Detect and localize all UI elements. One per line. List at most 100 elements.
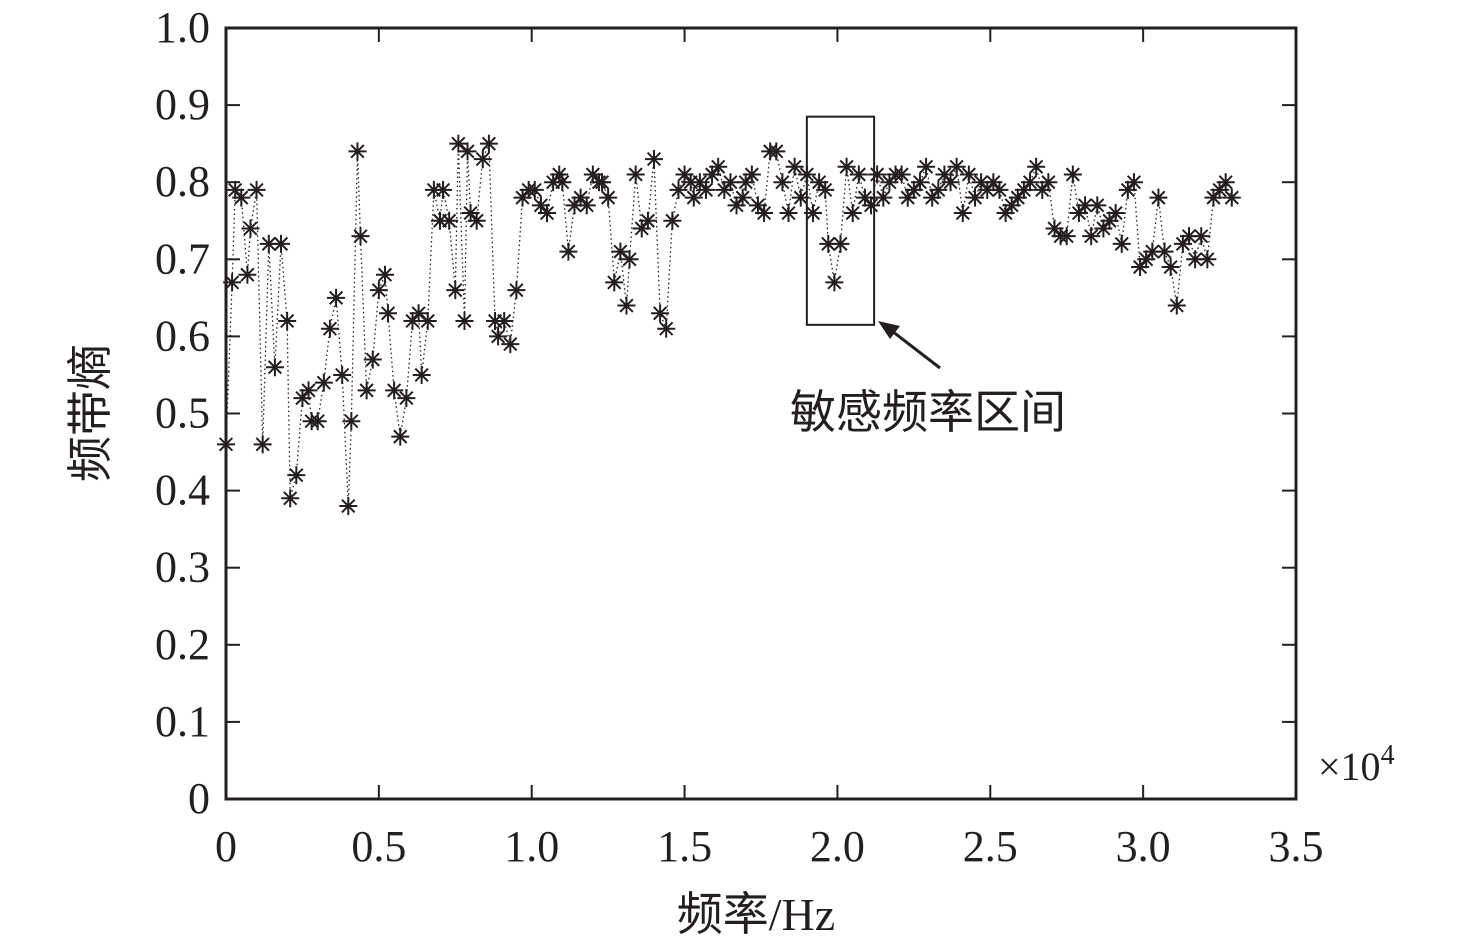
data-point	[507, 281, 526, 300]
data-point	[446, 281, 465, 300]
data-point	[1180, 227, 1198, 246]
data-point	[773, 173, 792, 192]
data-point	[593, 173, 612, 192]
data-point	[550, 165, 569, 184]
data-point	[363, 350, 382, 369]
data-point	[959, 165, 978, 184]
data-point	[348, 142, 367, 161]
data-point	[253, 435, 272, 454]
data-point	[281, 489, 300, 508]
annotation-label: 敏感频率区间	[790, 387, 1066, 438]
x-axis: 0 0.5 1.0 1.5 2.0 2.5 3.0 3.5	[215, 28, 1324, 871]
data-point	[1112, 234, 1131, 253]
data-point	[645, 150, 663, 169]
data-point	[874, 188, 893, 207]
data-point	[663, 211, 682, 230]
x-axis-multiplier-exponent: 4	[1381, 740, 1395, 771]
data-point	[929, 180, 948, 199]
data-point	[1143, 242, 1162, 261]
data-point	[1167, 296, 1186, 315]
data-point	[1082, 227, 1101, 246]
data-point	[247, 180, 266, 199]
x-tick-label: 1.0	[504, 822, 559, 871]
data-point	[418, 311, 437, 330]
data-point	[287, 466, 306, 485]
y-tick-label: 0.6	[155, 311, 210, 360]
data-point	[1088, 196, 1107, 215]
data-point	[434, 180, 453, 199]
data-point	[669, 180, 688, 199]
data-point	[1161, 258, 1180, 277]
data-point	[855, 188, 874, 207]
data-point	[1021, 173, 1040, 192]
data-point	[966, 188, 984, 207]
plot-frame	[224, 26, 1298, 801]
data-point	[605, 273, 624, 292]
data-point	[742, 165, 761, 184]
data-point	[489, 327, 508, 346]
data-point	[1131, 258, 1150, 277]
data-point	[440, 211, 459, 230]
data-point	[232, 188, 251, 207]
data-point	[449, 134, 468, 153]
x-tick-label: 0	[215, 822, 237, 871]
data-point	[479, 134, 498, 153]
data-point	[1008, 188, 1027, 207]
x-tick-label: 2.5	[963, 822, 1018, 871]
data-point	[1192, 227, 1211, 246]
data-point	[755, 204, 774, 223]
series-line-path	[225, 143, 1233, 507]
data-point	[1057, 227, 1076, 246]
data-point	[577, 196, 596, 215]
data-point	[553, 173, 572, 192]
data-point	[837, 157, 856, 176]
data-point	[868, 165, 887, 184]
data-point	[599, 188, 618, 207]
x-axis-title: 频率/Hz	[677, 889, 835, 940]
data-point	[583, 165, 602, 184]
x-tick-label: 0.5	[351, 822, 406, 871]
series-markers	[217, 134, 1241, 516]
y-tick-label: 0	[188, 774, 210, 823]
data-point	[379, 304, 398, 323]
data-point	[947, 157, 966, 176]
data-point	[626, 165, 645, 184]
data-point	[357, 381, 376, 400]
data-point	[684, 188, 703, 207]
data-point	[825, 273, 844, 292]
x-tick-label: 3.5	[1269, 822, 1324, 871]
y-tick-label: 0.7	[155, 234, 210, 283]
data-point	[1124, 173, 1143, 192]
data-point	[1063, 165, 1082, 184]
data-point	[709, 157, 728, 176]
data-point	[1216, 173, 1235, 192]
x-tick-label: 1.5	[657, 822, 712, 871]
data-point	[327, 288, 346, 307]
data-point	[996, 204, 1015, 223]
data-point	[1210, 180, 1229, 199]
data-point	[1014, 180, 1033, 199]
data-point	[1027, 157, 1046, 176]
data-point	[314, 373, 333, 392]
data-point	[910, 173, 929, 192]
data-point	[816, 180, 835, 199]
data-point	[320, 319, 339, 338]
data-point	[375, 265, 394, 284]
sensitive-range-box	[805, 115, 876, 326]
data-point	[1198, 250, 1217, 269]
data-point	[1118, 180, 1137, 199]
data-point	[733, 188, 752, 207]
data-point	[461, 204, 480, 223]
x-tick-label: 3.0	[1116, 822, 1171, 871]
data-point	[391, 427, 410, 446]
data-point	[785, 157, 804, 176]
y-tick-label: 0.9	[155, 80, 210, 129]
data-point	[299, 381, 318, 400]
data-point	[525, 180, 544, 199]
data-point	[767, 142, 786, 161]
y-tick-label: 0.1	[155, 697, 210, 746]
data-point	[1039, 173, 1058, 192]
x-axis-multiplier-base: ×10	[1318, 744, 1381, 789]
annotation-arrow	[887, 326, 941, 370]
data-point	[892, 165, 911, 184]
